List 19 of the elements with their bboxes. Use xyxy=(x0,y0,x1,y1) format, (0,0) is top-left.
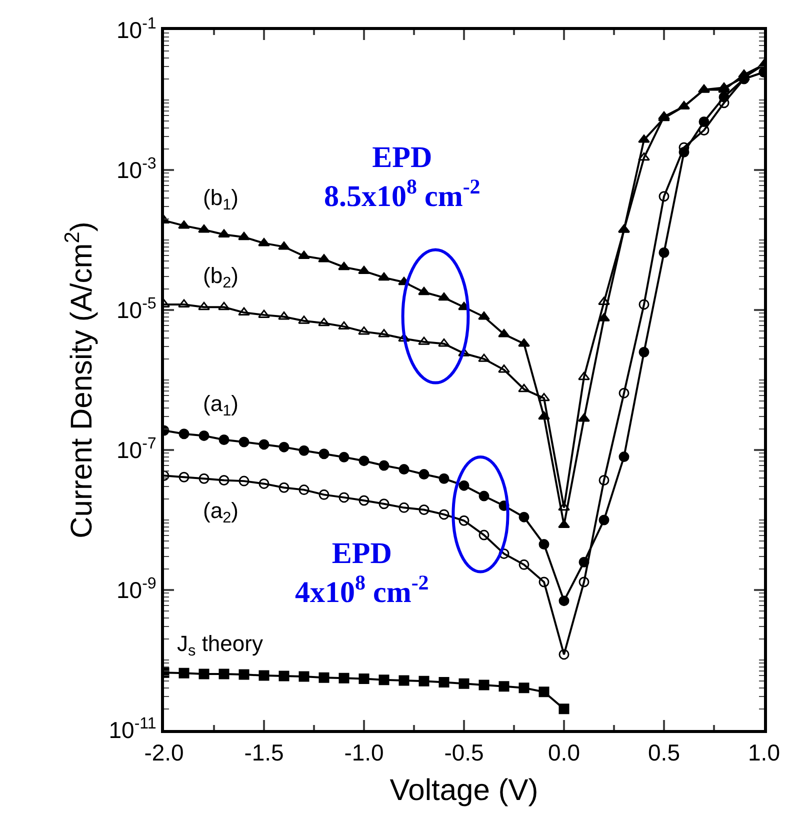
annotation: EPD 4x10$^{8}$ cm$^{-2}$ xyxy=(295,537,429,609)
y-tick-label: 10$^{-3}$ xyxy=(116,154,156,184)
x-tick-label: 1.0 xyxy=(748,740,780,766)
series-label: (a$_{2}$) xyxy=(203,498,238,527)
series-label: J$_{s}$ theory xyxy=(177,631,263,660)
x-tick-label: 0.0 xyxy=(548,740,580,766)
annotation: EPD 8.5x10$^{8}$ cm$^{-2}$ xyxy=(324,141,480,213)
y-tick-label: 10$^{-1}$ xyxy=(116,14,156,44)
x-tick-label: -1.5 xyxy=(244,740,284,766)
x-tick-label: -0.5 xyxy=(444,740,484,766)
series-label: (b$_{2}$) xyxy=(203,263,238,292)
x-axis-title: Voltage (V) xyxy=(390,774,538,808)
y-tick-label: 10$^{-5}$ xyxy=(116,294,156,324)
series-label: (a$_{1}$) xyxy=(203,391,238,420)
series-label: (b$_{1}$) xyxy=(203,185,238,214)
y-tick-label: 10$^{-9}$ xyxy=(116,574,156,604)
x-tick-label: -1.0 xyxy=(344,740,384,766)
y-tick-label: 10$^{-7}$ xyxy=(116,434,156,464)
x-tick-label: 0.5 xyxy=(648,740,680,766)
